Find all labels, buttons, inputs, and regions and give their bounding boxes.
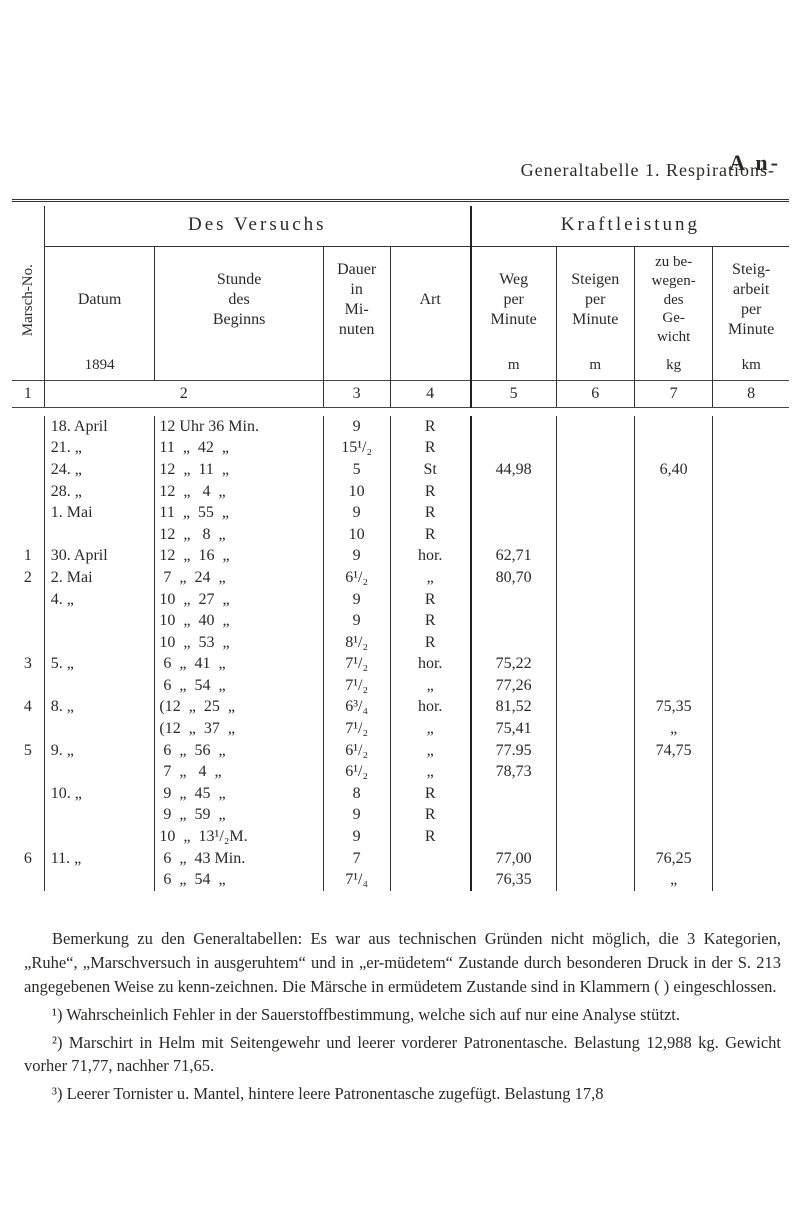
page-root: A n- Generaltabelle 1. Respirations- Des… [0,0,801,1150]
unit-km: km [713,353,789,381]
table-row: 611. „ 6 „ 43 Min.777,0076,25 [12,848,789,870]
table-row: 10 „ 13¹/₂M.9R [12,826,789,848]
unit-row: 1894 m m kg km [12,353,789,381]
table-row: 6 „ 54 „7¹/₄76,35„ [12,869,789,891]
column-number-row: 12345678 [12,380,789,407]
table-row: 9 „ 59 „9R [12,804,789,826]
table-row: (12 „ 37 „7¹/₂„75,41„ [12,718,789,740]
table-row: 6 „ 54 „7¹/₂„77,26 [12,675,789,697]
group-right: Kraftleistung [471,206,789,247]
footnotes: Bemerkung zu den Generaltabellen: Es war… [12,927,789,1106]
table-body: 18. April12 Uhr 36 Min.9R21. „11 „ 42 „1… [12,407,789,901]
table-row: 24. „12 „ 11 „5St44,986,40 [12,459,789,481]
table-row: 5 9. „ 6 „ 56 „6¹/₂„77.9574,75 [12,740,789,762]
table-row: 1. Mai11 „ 55 „9R [12,502,789,524]
corner-mark: A n- [729,150,781,176]
table-row: 130. April12 „ 16 „9hor.62,71 [12,545,789,567]
unit-weg: m [471,353,556,381]
table-row: 3 5. „ 6 „ 41 „7¹/₂hor.75,22 [12,653,789,675]
hdr-steigen: Steigen per Minute [556,247,634,353]
unit-kg: kg [634,353,712,381]
table-caption: Generaltabelle 1. Respirations- [12,160,789,181]
table-row: 10. „ 9 „ 45 „8R [12,783,789,805]
table-row: 4 8. „(12 „ 25 „6³/₄hor.81,5275,35 [12,696,789,718]
table-row: 4. „10 „ 27 „9R [12,589,789,611]
group-left: Des Versuchs [44,206,471,247]
table-row: 18. April12 Uhr 36 Min.9R [12,416,789,438]
top-double-rule [12,199,789,202]
footnote-2: ²) Marschirt in Helm mit Seitengewehr un… [24,1031,781,1079]
column-group-header: Des Versuchs Kraftleistung [12,206,789,247]
table-row: 7 „ 4 „6¹/₂„78,73 [12,761,789,783]
hdr-zu: zu be- wegen- des Ge- wicht [634,247,712,353]
hdr-datum: Datum [44,247,155,353]
hdr-arbeit: Steig- arbeit per Minute [713,247,789,353]
hdr-dauer: Dauer in Mi- nuten [323,247,390,353]
table-row: 12 „ 8 „10R [12,524,789,546]
footnote-1: ¹) Wahrscheinlich Fehler in der Sauersto… [24,1003,781,1027]
unit-year: 1894 [44,353,155,381]
column-headers: Marsch-No. Datum Stunde des Beginns Daue… [12,247,789,353]
footnote-3: ³) Leerer Tornister u. Mantel, hintere l… [24,1082,781,1106]
hdr-art: Art [390,247,471,353]
general-table: Des Versuchs Kraftleistung Marsch-No. Da… [12,206,789,901]
hdr-stunde: Stunde des Beginns [155,247,323,353]
footnote-remark: Bemerkung zu den Generaltabellen: Es war… [24,927,781,999]
hdr-marsch: Marsch-No. [12,247,44,353]
table-row: 21. „11 „ 42 „15¹/₂R [12,437,789,459]
table-row: 10 „ 40 „9R [12,610,789,632]
table-row: 2 2. Mai 7 „ 24 „6¹/₂„80,70 [12,567,789,589]
table-row: 28. „12 „ 4 „10R [12,481,789,503]
hdr-weg: Weg per Minute [471,247,556,353]
table-row: 10 „ 53 „8¹/₂R [12,632,789,654]
unit-steig: m [556,353,634,381]
